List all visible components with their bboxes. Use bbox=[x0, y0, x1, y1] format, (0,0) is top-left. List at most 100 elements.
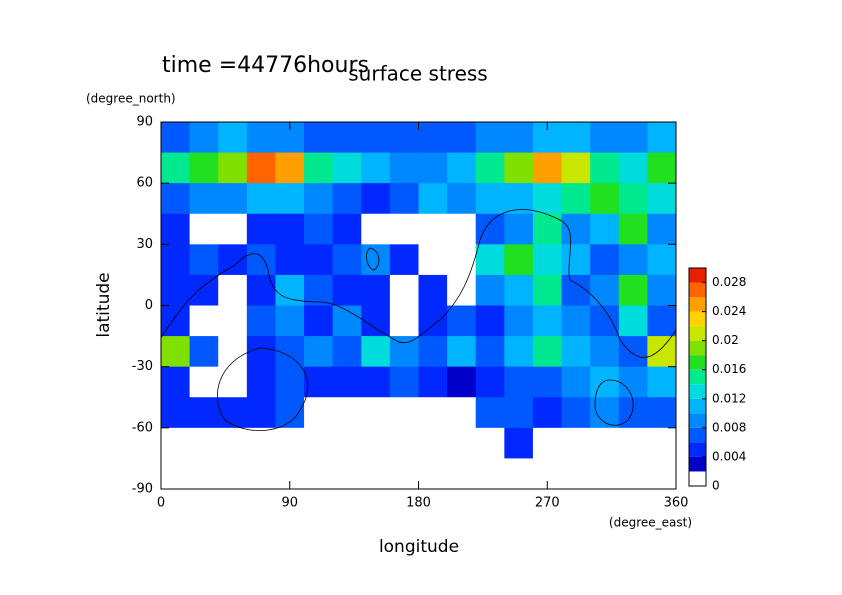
contour-cell bbox=[590, 458, 620, 490]
contour-cell bbox=[561, 397, 591, 429]
contour-cell bbox=[361, 336, 391, 368]
colorbar-band bbox=[689, 268, 706, 283]
chart-title: surface stress bbox=[348, 62, 487, 86]
contour-cell bbox=[218, 305, 248, 337]
contour-cell bbox=[504, 397, 534, 429]
contour-cell bbox=[590, 305, 620, 337]
contour-cell bbox=[590, 397, 620, 429]
colorbar-frame bbox=[688, 267, 707, 487]
colorbar-tick-label: 0.02 bbox=[712, 333, 739, 347]
coastline bbox=[366, 247, 380, 271]
contour-cell bbox=[332, 213, 362, 245]
contour-cell bbox=[218, 213, 248, 245]
colorbar-band bbox=[689, 427, 706, 443]
colorbar: 0 0.004 0.008 0.012 0.016 0.02 0.024 0.028 bbox=[688, 267, 746, 493]
contour-cell bbox=[161, 366, 191, 398]
contour-cell bbox=[304, 122, 334, 154]
contour-cell bbox=[304, 427, 334, 459]
contour-cell bbox=[246, 122, 276, 154]
contour-cell bbox=[504, 183, 534, 215]
contour-cell bbox=[361, 458, 391, 490]
contour-cell bbox=[246, 336, 276, 368]
contour-cell bbox=[504, 122, 534, 154]
contour-cell bbox=[275, 274, 305, 306]
x-tick-label: 0 bbox=[157, 496, 165, 511]
y-tick-label: 0 bbox=[145, 298, 153, 313]
contour-cell bbox=[332, 397, 362, 429]
colorbar-tick-label: 0.008 bbox=[712, 420, 746, 434]
contour-cell bbox=[246, 183, 276, 215]
contour-cell bbox=[361, 366, 391, 398]
contour-cell bbox=[418, 458, 448, 490]
contour-cell bbox=[447, 183, 477, 215]
coastline bbox=[594, 379, 634, 426]
contour-cell bbox=[590, 274, 620, 306]
contour-cell bbox=[475, 336, 505, 368]
contour-cell bbox=[304, 366, 334, 398]
contour-cell bbox=[475, 305, 505, 337]
contour-cell bbox=[389, 244, 419, 276]
contour-cell bbox=[447, 427, 477, 459]
contour-cell bbox=[447, 244, 477, 276]
colorbar-band bbox=[689, 456, 706, 472]
contour-cell bbox=[590, 122, 620, 154]
contour-cell bbox=[189, 305, 219, 337]
contour-cell bbox=[189, 458, 219, 490]
contour-cell bbox=[618, 305, 648, 337]
contour-cell bbox=[275, 397, 305, 429]
contour-cell bbox=[418, 183, 448, 215]
contour-cell bbox=[361, 244, 391, 276]
contour-cell bbox=[532, 397, 563, 429]
contour-cell bbox=[590, 213, 620, 245]
contour-cell bbox=[361, 183, 391, 215]
contour-cell bbox=[218, 183, 248, 215]
coastlines bbox=[160, 209, 677, 431]
contour-cell bbox=[590, 152, 620, 184]
contour-cell bbox=[447, 305, 477, 337]
x-tick-label: 270 bbox=[535, 496, 560, 511]
contour-cell bbox=[161, 152, 191, 184]
colorbar-band bbox=[689, 384, 706, 399]
contour-cell bbox=[361, 152, 391, 184]
contour-cell bbox=[246, 397, 276, 429]
contour-cell bbox=[332, 152, 362, 184]
contour-cell bbox=[332, 274, 362, 306]
contour-cell bbox=[418, 122, 448, 154]
colorbar-band bbox=[689, 282, 706, 298]
contour-cell bbox=[161, 397, 191, 429]
contour-cell bbox=[475, 274, 505, 306]
colorbar-band bbox=[689, 442, 706, 457]
contour-cell bbox=[389, 274, 419, 306]
contour-cell bbox=[618, 366, 648, 398]
contour-cell bbox=[246, 427, 276, 459]
contour-cell bbox=[561, 122, 591, 154]
contour-cell bbox=[532, 274, 563, 306]
contour-cell bbox=[246, 274, 276, 306]
contour-cell bbox=[389, 458, 419, 490]
contour-cell bbox=[246, 244, 276, 276]
contour-field bbox=[161, 122, 677, 490]
colorbar-tick-label: 0.016 bbox=[712, 362, 746, 376]
contour-cell bbox=[189, 183, 219, 215]
contour-cell bbox=[389, 427, 419, 459]
contour-cell bbox=[189, 213, 219, 245]
contour-cell bbox=[561, 458, 591, 490]
contour-cell bbox=[647, 213, 677, 245]
contour-cell bbox=[161, 183, 191, 215]
contour-cell bbox=[218, 427, 248, 459]
contour-cell bbox=[647, 122, 677, 154]
contour-cell bbox=[246, 152, 276, 184]
contour-cell bbox=[447, 274, 477, 306]
contour-cell bbox=[332, 336, 362, 368]
contour-cell bbox=[189, 244, 219, 276]
contour-cell bbox=[418, 305, 448, 337]
contour-cell bbox=[504, 427, 534, 459]
contour-cell bbox=[304, 152, 334, 184]
contour-cell bbox=[475, 427, 505, 459]
contour-cell bbox=[475, 152, 505, 184]
contour-cell bbox=[447, 458, 477, 490]
contour-cell bbox=[161, 213, 191, 245]
contour-cell bbox=[618, 122, 648, 154]
colorbar-band bbox=[689, 311, 706, 327]
